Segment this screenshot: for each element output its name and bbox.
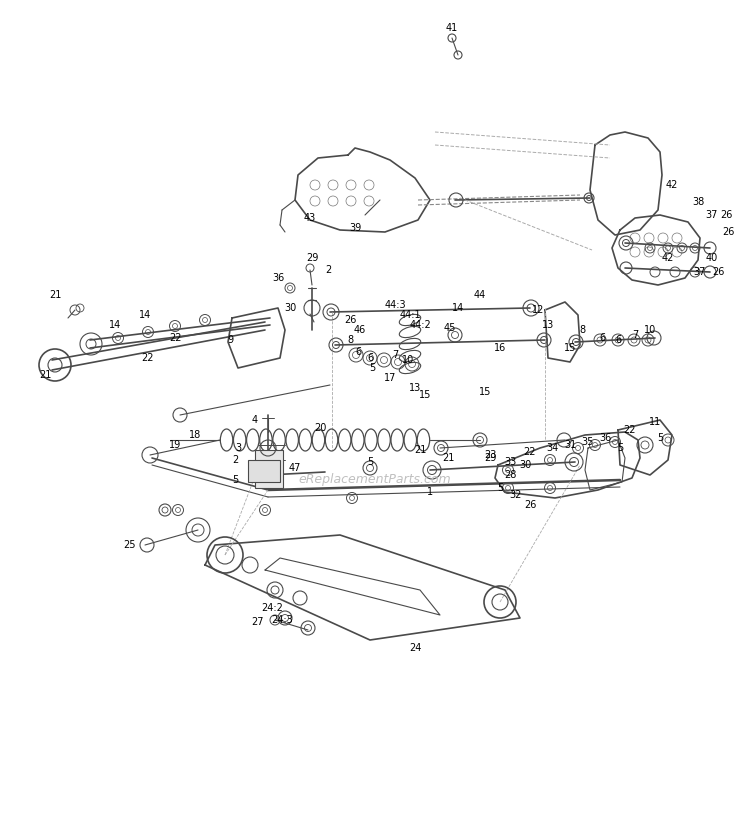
Text: 3: 3 [235, 443, 241, 453]
Text: 45: 45 [444, 323, 456, 333]
Text: 21: 21 [442, 453, 454, 463]
Text: 7: 7 [632, 330, 638, 340]
Text: 26: 26 [720, 210, 732, 220]
Text: 44:1: 44:1 [399, 310, 421, 320]
Text: 8: 8 [579, 325, 585, 335]
Text: 5: 5 [616, 443, 623, 453]
Text: 26: 26 [524, 500, 536, 510]
Text: 30: 30 [284, 303, 296, 313]
Text: 28: 28 [504, 470, 516, 480]
Text: 15: 15 [419, 390, 431, 400]
Text: 42: 42 [666, 180, 678, 190]
Text: 6: 6 [367, 353, 373, 363]
Text: 10: 10 [644, 325, 656, 335]
Text: 44:3: 44:3 [384, 300, 406, 310]
Text: 5: 5 [657, 433, 663, 443]
Text: 20: 20 [314, 423, 326, 433]
Text: 46: 46 [354, 325, 366, 335]
Text: 32: 32 [509, 490, 521, 500]
Text: 21: 21 [49, 290, 62, 300]
Text: 25: 25 [124, 540, 136, 550]
Text: 15: 15 [564, 343, 576, 353]
Text: 21: 21 [414, 445, 426, 455]
Text: 36: 36 [272, 273, 284, 283]
Text: 39: 39 [349, 223, 361, 233]
Text: 6: 6 [599, 333, 605, 343]
Text: 24:2: 24:2 [261, 603, 283, 613]
Text: 19: 19 [169, 440, 182, 450]
Text: 27: 27 [252, 617, 264, 627]
Text: 13: 13 [409, 383, 422, 393]
Text: 44:2: 44:2 [410, 320, 430, 330]
Text: 14: 14 [109, 320, 122, 330]
Text: 17: 17 [384, 373, 396, 383]
Text: 7: 7 [392, 350, 398, 360]
Text: 22: 22 [142, 353, 154, 363]
Text: 36: 36 [598, 433, 611, 443]
Text: 26: 26 [712, 267, 724, 277]
Text: 11: 11 [649, 417, 662, 427]
Text: 4: 4 [252, 415, 258, 425]
Text: 29: 29 [484, 453, 496, 463]
Bar [248, 460, 280, 482]
Text: 9: 9 [227, 335, 233, 345]
Text: 12: 12 [532, 305, 544, 315]
Text: 35: 35 [582, 437, 594, 447]
Text: 26: 26 [344, 315, 356, 325]
Text: 24: 24 [409, 643, 422, 653]
Text: 2: 2 [232, 455, 238, 465]
Text: 14: 14 [139, 310, 151, 320]
Text: 6: 6 [615, 335, 621, 345]
Text: 30: 30 [519, 460, 531, 470]
Text: 26: 26 [722, 227, 734, 237]
Text: 42: 42 [662, 253, 674, 263]
Text: 37: 37 [694, 267, 706, 277]
Text: 5: 5 [496, 483, 503, 493]
Text: 23: 23 [484, 450, 496, 460]
Text: 6: 6 [355, 347, 361, 357]
Text: 22: 22 [524, 447, 536, 457]
Text: 34: 34 [546, 443, 558, 453]
Text: 38: 38 [692, 197, 704, 207]
Text: 18: 18 [189, 430, 201, 440]
Text: 15: 15 [478, 387, 491, 397]
Text: 5: 5 [367, 457, 374, 467]
Text: 1: 1 [427, 487, 433, 497]
Text: eReplacementParts.com: eReplacementParts.com [298, 473, 452, 486]
Text: 5: 5 [232, 475, 238, 485]
Text: 43: 43 [304, 213, 316, 223]
Text: 41: 41 [446, 23, 458, 33]
Text: 8: 8 [347, 335, 353, 345]
Text: 37: 37 [706, 210, 718, 220]
Text: 2: 2 [325, 265, 332, 275]
Text: 29: 29 [306, 253, 318, 263]
Text: 47: 47 [289, 463, 302, 473]
Text: 22: 22 [624, 425, 636, 435]
Text: 31: 31 [564, 440, 576, 450]
Text: 40: 40 [706, 253, 718, 263]
Text: 5: 5 [369, 363, 375, 373]
Text: 13: 13 [542, 320, 554, 330]
Text: 21: 21 [39, 370, 51, 380]
Bar [255, 450, 283, 488]
Text: 14: 14 [452, 303, 464, 313]
Text: 22: 22 [169, 333, 182, 343]
Text: 10: 10 [402, 355, 414, 365]
Text: 24:3: 24:3 [272, 615, 292, 625]
Text: 16: 16 [494, 343, 506, 353]
Text: 44: 44 [474, 290, 486, 300]
Text: 33: 33 [504, 457, 516, 467]
